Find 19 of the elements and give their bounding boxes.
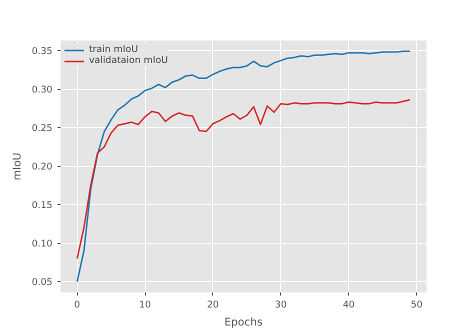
y-tick-label: 0.35 xyxy=(32,46,53,58)
x-tick-label: 30 xyxy=(274,300,287,310)
y-tick-label: 0.15 xyxy=(32,200,53,212)
x-tick-label: 50 xyxy=(410,300,423,310)
legend-label: train mIoU xyxy=(89,44,138,55)
x-tick-label: 20 xyxy=(207,300,219,310)
y-tick-label: 0.30 xyxy=(32,84,53,96)
y-tick-label: 0.20 xyxy=(32,162,53,173)
x-tick-label: 0 xyxy=(74,300,80,310)
x-tick-label: 40 xyxy=(342,300,355,310)
line-series xyxy=(76,99,411,260)
line-series xyxy=(76,50,411,282)
y-tick-label: 0.05 xyxy=(32,277,53,288)
y-tick-label: 0.25 xyxy=(32,123,53,134)
legend-label: validataion mIoU xyxy=(89,55,168,66)
x-tick-label: 10 xyxy=(139,300,152,310)
y-axis-title: mIoU xyxy=(10,152,24,180)
y-tick-label: 0.10 xyxy=(32,238,53,250)
x-axis-title: Epochs xyxy=(224,316,264,328)
